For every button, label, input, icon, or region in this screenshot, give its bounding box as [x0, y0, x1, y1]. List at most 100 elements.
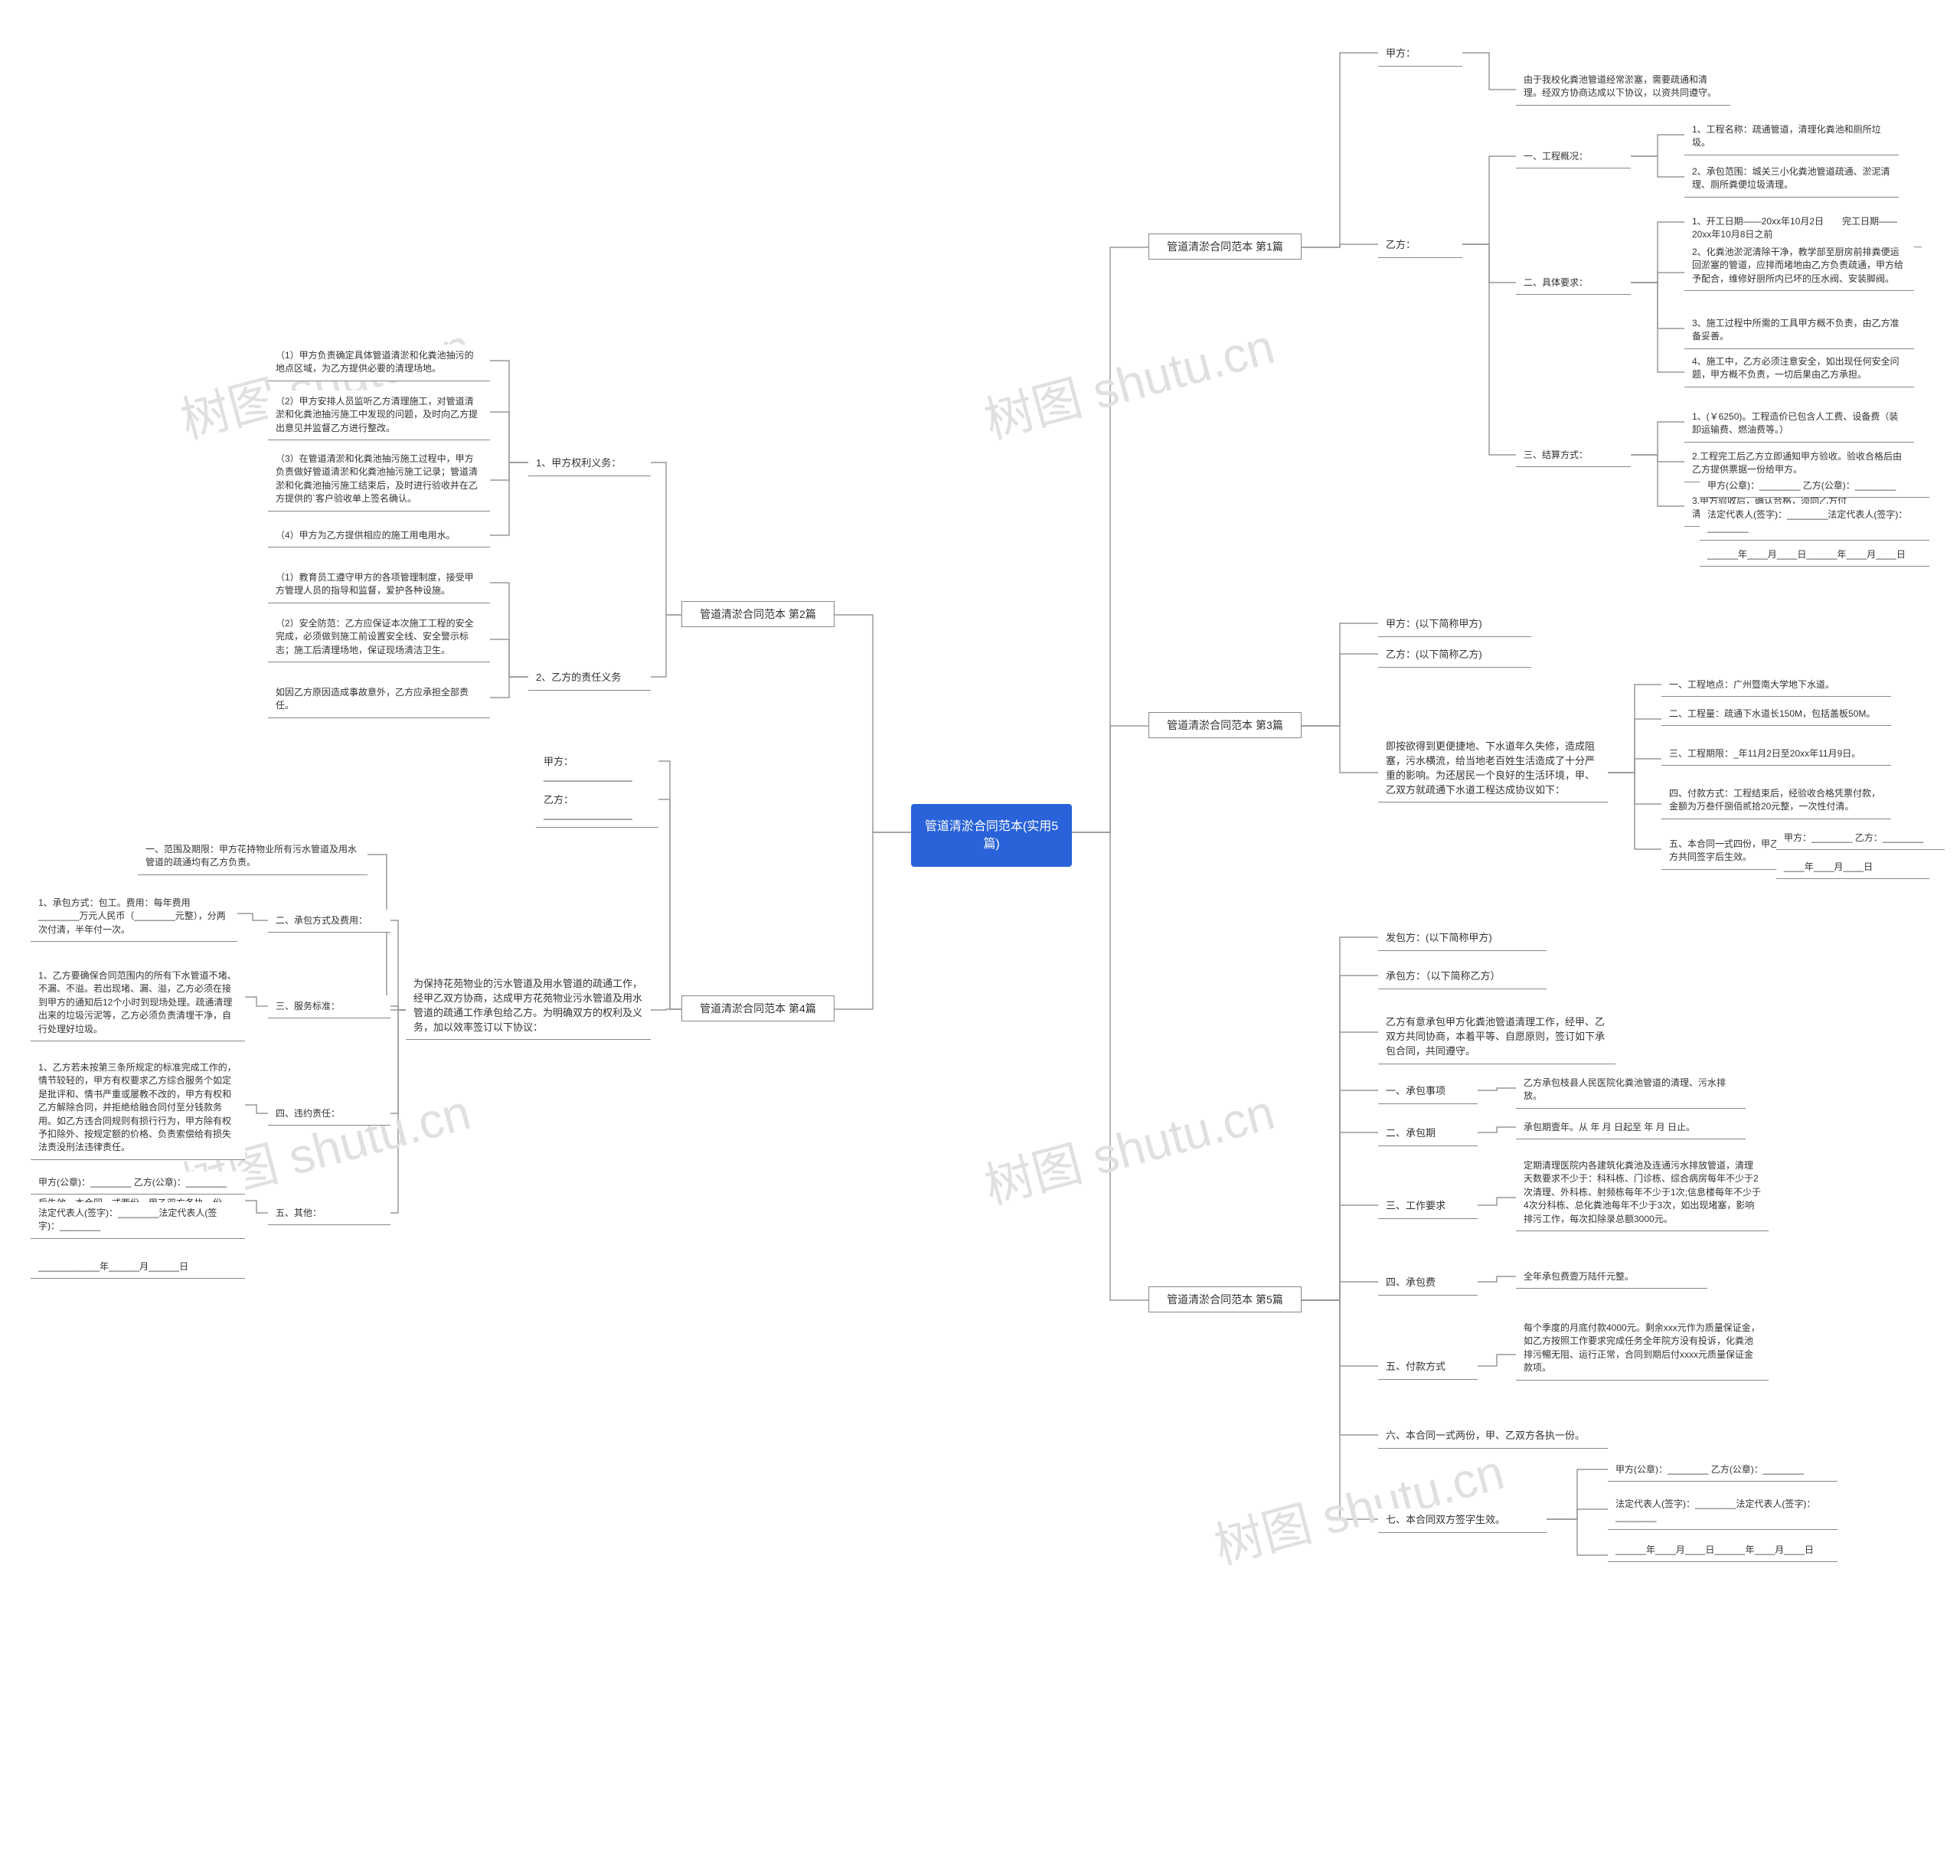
b1c2b3-label: 3、施工过程中所需的工具甲方概不负责，由乙方准备妥善。	[1692, 318, 1900, 342]
b1c2a-label: 一、工程概况：	[1524, 151, 1588, 162]
b5c3-label: 乙方有意承包甲方化粪池管道清理工作，经甲、乙双方共同协商，本着平等、自愿原则，签…	[1386, 1016, 1605, 1057]
b3c3a: 一、工程地点：广州暨南大学地下水道。	[1661, 674, 1891, 697]
b4c1e: 五、其他：	[268, 1202, 390, 1225]
b4c1e4-label: ____________年______月______日	[38, 1261, 188, 1272]
b4c1d1: 1、乙方若未按第三条所规定的标准完成工作的，情节较轻的，甲方有权要求乙方综合服务…	[31, 1057, 245, 1160]
b2c2a: （1）教育员工遵守甲方的各项管理制度，接受甲方管理人员的指导和监督，爱护各种设施…	[268, 567, 490, 603]
b3c3c-label: 三、工程期限：_年11月2日至20xx年11月9日。	[1669, 748, 1860, 759]
b4c1c1: 1、乙方要确保合同范围内的所有下水管道不堵、不漏、不溢。若出现堵、漏、溢，乙方必…	[31, 965, 245, 1041]
b4c1c1-label: 1、乙方要确保合同范围内的所有下水管道不堵、不漏、不溢。若出现堵、漏、溢，乙方必…	[38, 970, 237, 1034]
b1c2c1: 1、(￥6250)。工程造价已包含人工费、设备费（装卸运输费、燃油费等。）	[1684, 406, 1914, 443]
b1c2c3c: ______年____月____日______年____月____日	[1700, 544, 1929, 567]
b1c2c-label: 三、结算方式：	[1524, 449, 1588, 460]
b1c1a: 由于我校化粪池管道经常淤塞，需要疏通和清理。经双方协商达成以下协议，以资共同遵守…	[1516, 69, 1730, 106]
b1c1: 甲方：	[1378, 42, 1462, 67]
b2c2c: 如因乙方原因造成事故意外，乙方应承担全部责任。	[268, 681, 490, 718]
b5c5a-label: 承包期壹年。从 年 月 日起至 年 月 日止。	[1524, 1122, 1695, 1132]
b4c1e2-label: 甲方(公章)：________ 乙方(公章)：________	[38, 1177, 227, 1188]
b5c5-label: 二、承包期	[1386, 1127, 1436, 1139]
b5c10b-label: 法定代表人(签字)：________法定代表人(签字)：________	[1615, 1499, 1815, 1522]
b5c10a: 甲方(公章)：________ 乙方(公章)：________	[1608, 1459, 1838, 1482]
b4c1a-label: 一、范围及期限：甲方花持物业所有污水管道及用水管道的疏通均有乙方负责。	[145, 844, 357, 868]
b2c1: 1、甲方权利义务：	[528, 452, 651, 476]
b2-label: 管道清淤合同范本 第2篇	[700, 608, 816, 620]
b1c2b2: 2、化粪池淤泥清除干净，教学部至厨房前排粪便运回淤塞的管道，应排而堵地由乙方负责…	[1684, 241, 1914, 291]
b1c2c3b-label: 法定代表人(签字)：________法定代表人(签字)：________	[1707, 509, 1907, 533]
watermark: 树图 shutu.cn	[1206, 1433, 1511, 1577]
b5c6a-label: 定期清理医院内各建筑化粪池及连通污水排放管道，清理天数要求不少于：科科栋、门诊栋…	[1524, 1160, 1761, 1224]
b1c2c3a: 甲方(公章)：________ 乙方(公章)：________	[1700, 475, 1929, 498]
b4c1b1: 1、承包方式：包工。费用：每年费用________万元人民币（________元…	[31, 892, 237, 942]
b2c1d-label: （4）甲方为乙方提供相应的施工用电用水。	[276, 530, 456, 541]
b3c3e2-label: ____年____月____日	[1784, 861, 1873, 872]
b5c6a: 定期清理医院内各建筑化粪池及连通污水排放管道，清理天数要求不少于：科科栋、门诊栋…	[1516, 1155, 1769, 1231]
b5-label: 管道清淤合同范本 第5篇	[1167, 1293, 1283, 1306]
b1c2b3: 3、施工过程中所需的工具甲方概不负责，由乙方准备妥善。	[1684, 312, 1914, 349]
b1-label: 管道清淤合同范本 第1篇	[1167, 240, 1283, 253]
b5c10c: ______年____月____日______年____月____日	[1608, 1539, 1838, 1562]
b5c4-label: 一、承包事项	[1386, 1085, 1446, 1097]
b3c3-label: 即按欲得到更便捷地、下水道年久失修，造成阻塞，污水横流，给当地老百姓生活造成了十…	[1386, 740, 1595, 796]
b1c2c: 三、结算方式：	[1516, 444, 1631, 467]
b5c8-label: 五、付款方式	[1386, 1361, 1446, 1372]
watermark: 树图 shutu.cn	[976, 307, 1281, 452]
b4-label: 管道清淤合同范本 第4篇	[700, 1002, 816, 1015]
b1c2b2-label: 2、化粪池淤泥清除干净，教学部至厨房前排粪便运回淤塞的管道，应排而堵地由乙方负责…	[1692, 247, 1903, 284]
b5c10: 七、本合同双方签字生效。	[1378, 1508, 1547, 1533]
b4c1: 为保持花苑物业的污水管道及用水管道的疏通工作，经甲乙双方协商，达成甲方花苑物业污…	[406, 972, 651, 1040]
b4c1e4: ____________年______月______日	[31, 1256, 245, 1279]
b5c7a: 全年承包费壹万陆仟元整。	[1516, 1266, 1707, 1289]
b1c2a2: 2、承包范围：城关三小化粪池管道疏通、淤泥清理、厕所粪便垃圾清理。	[1684, 161, 1899, 198]
b5c8a: 每个季度的月底付款4000元。剩余xxx元作为质量保证金，如乙方按照工作要求完成…	[1516, 1317, 1769, 1381]
b4c1b: 二、承包方式及费用：	[268, 910, 390, 933]
b5c10c-label: ______年____月____日______年____月____日	[1615, 1544, 1814, 1555]
b4c0b: 乙方：________________	[536, 789, 658, 828]
b1c2c3a-label: 甲方(公章)：________ 乙方(公章)：________	[1707, 480, 1896, 491]
b4c1e-label: 五、其他：	[276, 1208, 322, 1218]
b2c1d: （4）甲方为乙方提供相应的施工用电用水。	[268, 525, 490, 547]
b5c2-label: 承包方：（以下简称乙方）	[1386, 970, 1501, 982]
b5c1-label: 发包方：(以下简称甲方)	[1386, 932, 1492, 943]
b3c3b: 二、工程量：疏通下水道长150M，包括盖板50M。	[1661, 703, 1891, 726]
b3: 管道清淤合同范本 第3篇	[1148, 712, 1302, 738]
b4c1b-label: 二、承包方式及费用：	[276, 915, 368, 926]
b5c10-label: 七、本合同双方签字生效。	[1386, 1514, 1505, 1525]
b3c3b-label: 二、工程量：疏通下水道长150M，包括盖板50M。	[1669, 708, 1875, 719]
b4c0b-label: 乙方：________________	[544, 794, 632, 820]
b1c2c3c-label: ______年____月____日______年____月____日	[1707, 549, 1906, 560]
b3c3: 即按欲得到更便捷地、下水道年久失修，造成阻塞，污水横流，给当地老百姓生活造成了十…	[1378, 735, 1608, 802]
b5c2: 承包方：（以下简称乙方）	[1378, 965, 1547, 989]
b5c7-label: 四、承包费	[1386, 1276, 1436, 1288]
b5c10b: 法定代表人(签字)：________法定代表人(签字)：________	[1608, 1493, 1838, 1530]
b3c3e1: 甲方：________ 乙方：________	[1776, 827, 1945, 850]
b3c3e2: ____年____月____日	[1776, 856, 1929, 879]
b1c2b1-label: 1、开工日期——20xx年10月2日 完工日期——20xx年10月8日之前	[1692, 216, 1897, 240]
b1c2-label: 乙方：	[1386, 239, 1416, 250]
b3c1-label: 甲方：(以下简称甲方)	[1386, 618, 1482, 629]
b4c1e3: 法定代表人(签字)：________法定代表人(签字)：________	[31, 1202, 245, 1239]
b5c9: 六、本合同一式两份，甲、乙双方各执一份。	[1378, 1424, 1608, 1449]
b4c1d-label: 四、违约责任：	[276, 1108, 340, 1119]
b2c2: 2、乙方的责任义务	[528, 666, 651, 691]
b5c8a-label: 每个季度的月底付款4000元。剩余xxx元作为质量保证金，如乙方按照工作要求完成…	[1524, 1322, 1760, 1373]
b5c6: 三、工作要求	[1378, 1195, 1478, 1219]
b5c4a: 乙方承包枝县人民医院化粪池管道的清理、污水排放。	[1516, 1072, 1746, 1109]
b1: 管道清淤合同范本 第1篇	[1148, 234, 1302, 260]
b2c2b: （2）安全防范：乙方应保证本次施工工程的安全完成，必须做到施工前设置安全线、安全…	[268, 613, 490, 662]
b2: 管道清淤合同范本 第2篇	[681, 601, 835, 627]
b3c3c: 三、工程期限：_年11月2日至20xx年11月9日。	[1661, 743, 1891, 766]
b4c1e2: 甲方(公章)：________ 乙方(公章)：________	[31, 1172, 245, 1195]
b3c2: 乙方：(以下简称乙方)	[1378, 643, 1531, 668]
b4c1c-label: 三、服务标准：	[276, 1001, 340, 1012]
b1c2b4: 4、施工中，乙方必须注意安全，如出现任何安全问题，甲方概不负责，一切后果由乙方承…	[1684, 351, 1914, 387]
b5c10a-label: 甲方(公章)：________ 乙方(公章)：________	[1615, 1464, 1804, 1475]
b2c1a-label: （1）甲方负责确定具体管道清淤和化粪池抽污的地点区域，为乙方提供必要的清理场地。	[276, 350, 474, 374]
b5c7a-label: 全年承包费壹万陆仟元整。	[1524, 1271, 1634, 1282]
b3c1: 甲方：(以下简称甲方)	[1378, 613, 1531, 637]
b3-label: 管道清淤合同范本 第3篇	[1167, 719, 1283, 731]
b1c2a1-label: 1、工程名称：疏通管道，清理化粪池和厕所垃圾。	[1692, 124, 1881, 148]
b5: 管道清淤合同范本 第5篇	[1148, 1286, 1302, 1312]
b1c2a1: 1、工程名称：疏通管道，清理化粪池和厕所垃圾。	[1684, 119, 1899, 155]
b5c1: 发包方：(以下简称甲方)	[1378, 927, 1547, 951]
b5c5a: 承包期壹年。从 年 月 日起至 年 月 日止。	[1516, 1116, 1746, 1139]
